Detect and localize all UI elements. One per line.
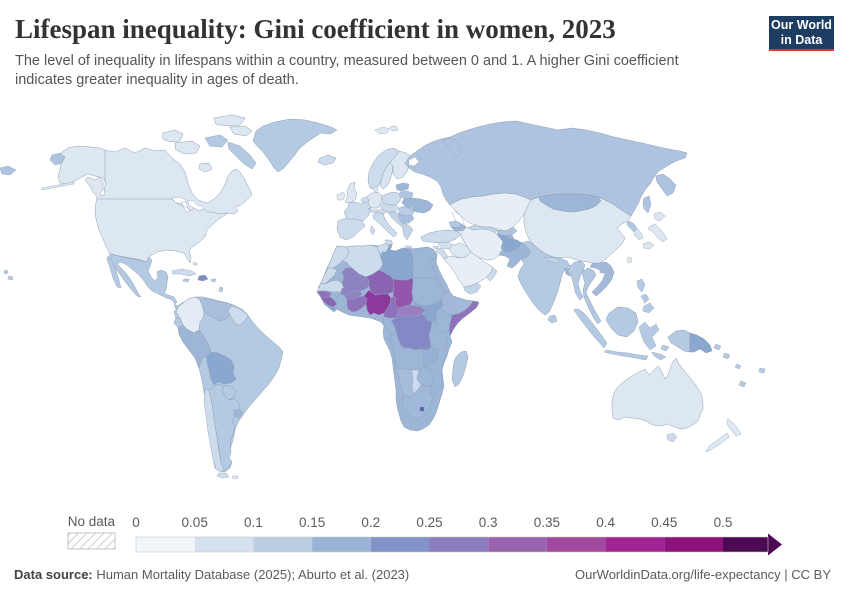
svg-text:0.45: 0.45 [651, 515, 677, 530]
svg-text:0.5: 0.5 [714, 515, 733, 530]
svg-text:No data: No data [68, 514, 116, 529]
svg-text:0.4: 0.4 [596, 515, 615, 530]
svg-text:0.35: 0.35 [534, 515, 560, 530]
svg-text:0.1: 0.1 [244, 515, 263, 530]
svg-text:0.05: 0.05 [182, 515, 208, 530]
svg-text:0.2: 0.2 [361, 515, 380, 530]
svg-text:0.3: 0.3 [479, 515, 498, 530]
svg-text:0: 0 [132, 515, 140, 530]
svg-text:0.15: 0.15 [299, 515, 325, 530]
svg-text:0.25: 0.25 [416, 515, 442, 530]
